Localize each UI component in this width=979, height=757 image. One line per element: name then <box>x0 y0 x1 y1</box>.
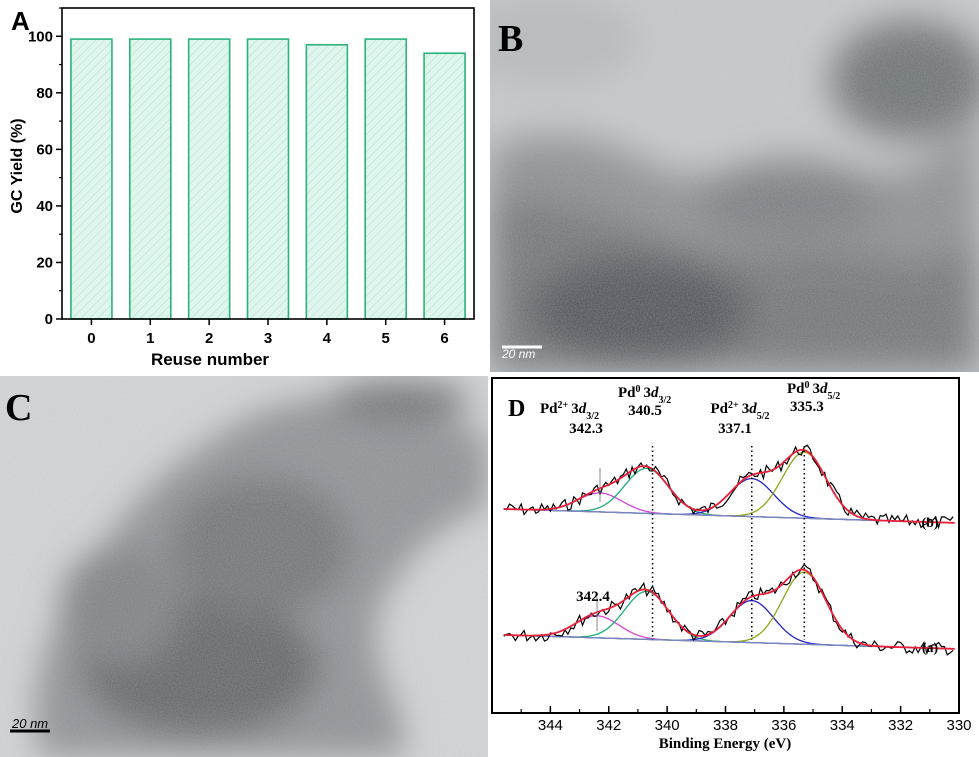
x-tick-label: 342 <box>596 717 621 734</box>
scale-bar-label: 20 nm <box>501 347 535 361</box>
peak-value-label: 335.3 <box>790 399 824 415</box>
fit-envelope <box>503 448 955 524</box>
x-axis-label: Binding Energy (eV) <box>659 736 792 752</box>
panel-b-tem-image: 20 nm B <box>490 0 979 372</box>
raw-spectrum <box>503 444 954 530</box>
panel-c-tem-image: 20 nm C <box>0 376 488 757</box>
xps-spectra-chart: D 344 342 340 338 336 334 332 330 Pd2+ 3d3/2342.… <box>491 377 972 752</box>
bar-reuse-0 <box>70 38 113 320</box>
fit-envelope <box>503 568 955 650</box>
x-tick-label: 330 <box>946 717 971 734</box>
x-tick-label: 344 <box>538 717 563 734</box>
fit-component-1 <box>503 590 955 650</box>
panel-label-d: D <box>508 396 525 422</box>
x-tick-label: 334 <box>830 717 855 734</box>
series-label-b: (b) <box>921 516 938 531</box>
panel-label-b: B <box>498 18 523 60</box>
panel-a-bar-chart: A 0 1 2 3 4 5 6 0 20 40 60 80 100 Reuse number GC Yi… <box>0 0 488 372</box>
peak-label: Pd0 3d5/2 <box>787 380 840 402</box>
peak-value-label: 337.1 <box>718 421 752 437</box>
peak-value-label: 342.3 <box>569 421 603 437</box>
peak-label: Pd2+ 3d5/2 <box>711 400 770 422</box>
x-tick-label: 336 <box>771 717 796 734</box>
x-tick-label: 338 <box>713 717 738 734</box>
y-axis-label: GC Yield (%) <box>9 118 26 213</box>
scale-bar-label: 20 nm <box>11 716 48 731</box>
fit-component-1 <box>503 467 955 524</box>
x-tick-label: 6 <box>440 330 448 347</box>
x-tick-label: 0 <box>87 330 95 347</box>
bar-reuse-6 <box>423 52 466 320</box>
fit-component-3 <box>503 451 955 524</box>
bar-reuse-5 <box>364 38 408 320</box>
x-tick-label: 5 <box>382 330 390 347</box>
peak-value-label: 340.5 <box>628 403 662 419</box>
bar-reuse-3 <box>246 38 290 320</box>
y-tick-label: 0 <box>45 311 53 328</box>
y-tick-label: 80 <box>36 85 53 102</box>
plot-frame <box>61 7 475 320</box>
series-label-a: (a) <box>922 641 939 656</box>
x-tick-label: 332 <box>888 717 913 734</box>
y-tick-label: 20 <box>36 254 53 271</box>
bar-reuse-4 <box>305 43 349 320</box>
bar-reuse-2 <box>187 38 231 320</box>
tem-image-b: 20 nm B <box>490 0 979 372</box>
y-tick-label: 40 <box>36 198 53 215</box>
panel-d-xps-chart: D 344 342 340 338 336 334 332 330 Pd2+ 3d3/2 342.… <box>490 376 979 757</box>
x-tick-label: 4 <box>323 330 332 347</box>
x-tick-label: 1 <box>146 330 154 347</box>
bar-reuse-1 <box>128 38 172 320</box>
x-axis-label: Reuse number <box>151 350 269 369</box>
peak-label: Pd2+ 3d3/2 <box>540 400 599 422</box>
tem-image-c: 20 nm C <box>0 376 488 757</box>
y-tick-label: 100 <box>28 28 53 45</box>
x-tick-label: 2 <box>205 330 213 347</box>
fit-component-0 <box>503 615 955 650</box>
peak-value-label: 342.4 <box>576 589 610 605</box>
x-tick-label: 3 <box>264 330 272 347</box>
peak-label: Pd0 3d3/2 <box>618 384 671 406</box>
x-tick-label: 340 <box>655 717 680 734</box>
y-tick-label: 60 <box>36 141 53 158</box>
panel-label-a: A <box>11 6 30 36</box>
panel-label-c: C <box>5 387 32 429</box>
